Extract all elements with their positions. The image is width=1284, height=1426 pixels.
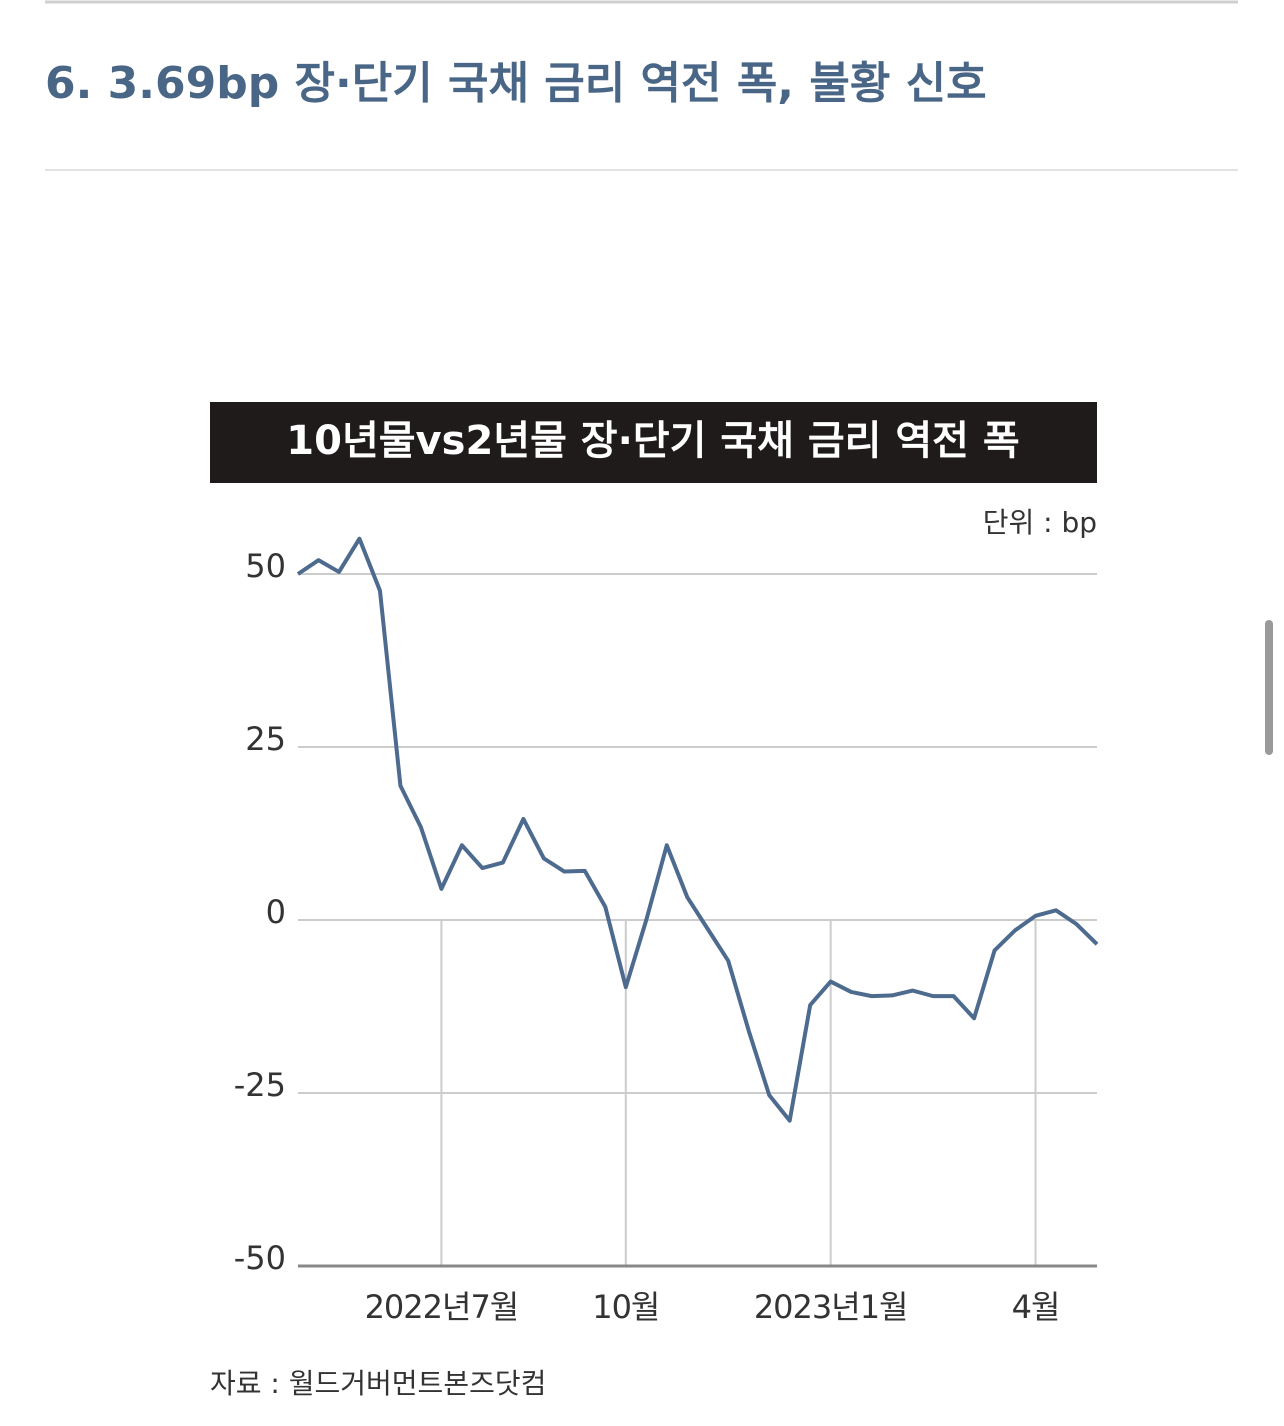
y-tick-label: -50 — [234, 1239, 286, 1277]
heading: 6. 3.69bp 장·단기 국채 금리 역전 폭, 불황 신호 — [45, 58, 987, 109]
chart-title-bar — [210, 402, 1097, 483]
source: 자료 : 월드거버먼트본즈닷컴 — [210, 1367, 546, 1400]
data-line — [296, 536, 1099, 1123]
scrollbar[interactable] — [1265, 620, 1273, 755]
y-tick-label: 0 — [266, 893, 286, 931]
y-tick-label: 25 — [245, 720, 286, 758]
y-tick-label: -25 — [234, 1066, 286, 1104]
chart-title: 10년물vs2년물 장·단기 국채 금리 역전 폭 — [286, 418, 1019, 464]
unit-label: 단위 : bp — [983, 506, 1097, 539]
x-tick-label: 4월 — [1012, 1288, 1060, 1326]
y-tick-label: 50 — [245, 547, 286, 585]
x-tick-label: 10월 — [592, 1288, 659, 1326]
x-tick-label: 2023년1월 — [754, 1288, 908, 1326]
x-tick-label: 2022년7월 — [365, 1288, 519, 1326]
